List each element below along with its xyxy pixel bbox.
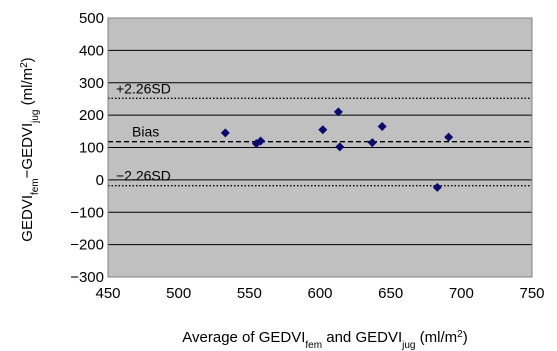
- data-point: [432, 182, 442, 192]
- data-point: [256, 136, 266, 146]
- y-tick-label: 400: [79, 42, 104, 59]
- data-point: [335, 142, 345, 152]
- y-tick-label: −100: [70, 204, 104, 221]
- plot-border: [107, 17, 533, 278]
- y-axis-title: GEDVIfem−GEDVIjug (ml/m2): [19, 57, 41, 241]
- y-tick-labels: −300 −200 −100 0 100 200 300 400 500: [70, 10, 104, 286]
- data-point: [444, 132, 454, 142]
- x-tick-label: 600: [307, 285, 332, 302]
- x-tick-label: 750: [519, 285, 544, 302]
- data-point: [220, 128, 230, 138]
- data-points: [220, 107, 454, 192]
- x-tick-label: 550: [237, 285, 262, 302]
- y-tick-label: 0: [96, 172, 104, 189]
- reference-line-label: Bias: [132, 124, 159, 140]
- data-point: [377, 121, 387, 131]
- reference-lines: +2.26SD Bias −2.26SD: [108, 80, 532, 187]
- x-tick-label: 700: [449, 285, 474, 302]
- y-tick-label: 200: [79, 107, 104, 124]
- x-tick-label: 650: [378, 285, 403, 302]
- data-point: [367, 138, 377, 148]
- data-point: [318, 125, 328, 135]
- x-tick-labels: 450 500 550 600 650 700 750: [95, 285, 544, 302]
- x-tick-label: 500: [166, 285, 191, 302]
- y-tick-label: −200: [70, 237, 104, 254]
- data-point: [333, 107, 343, 117]
- y-tick-label: 100: [79, 140, 104, 157]
- y-tick-label: 500: [79, 10, 104, 27]
- y-tick-label: 300: [79, 75, 104, 92]
- x-tick-label: 450: [95, 285, 120, 302]
- x-axis-title: Average of GEDVIfem and GEDVIjug (ml/m2): [182, 329, 467, 351]
- reference-line-label: +2.26SD: [116, 80, 171, 96]
- reference-line-label: −2.26SD: [116, 168, 171, 184]
- y-tick-label: −300: [70, 269, 104, 286]
